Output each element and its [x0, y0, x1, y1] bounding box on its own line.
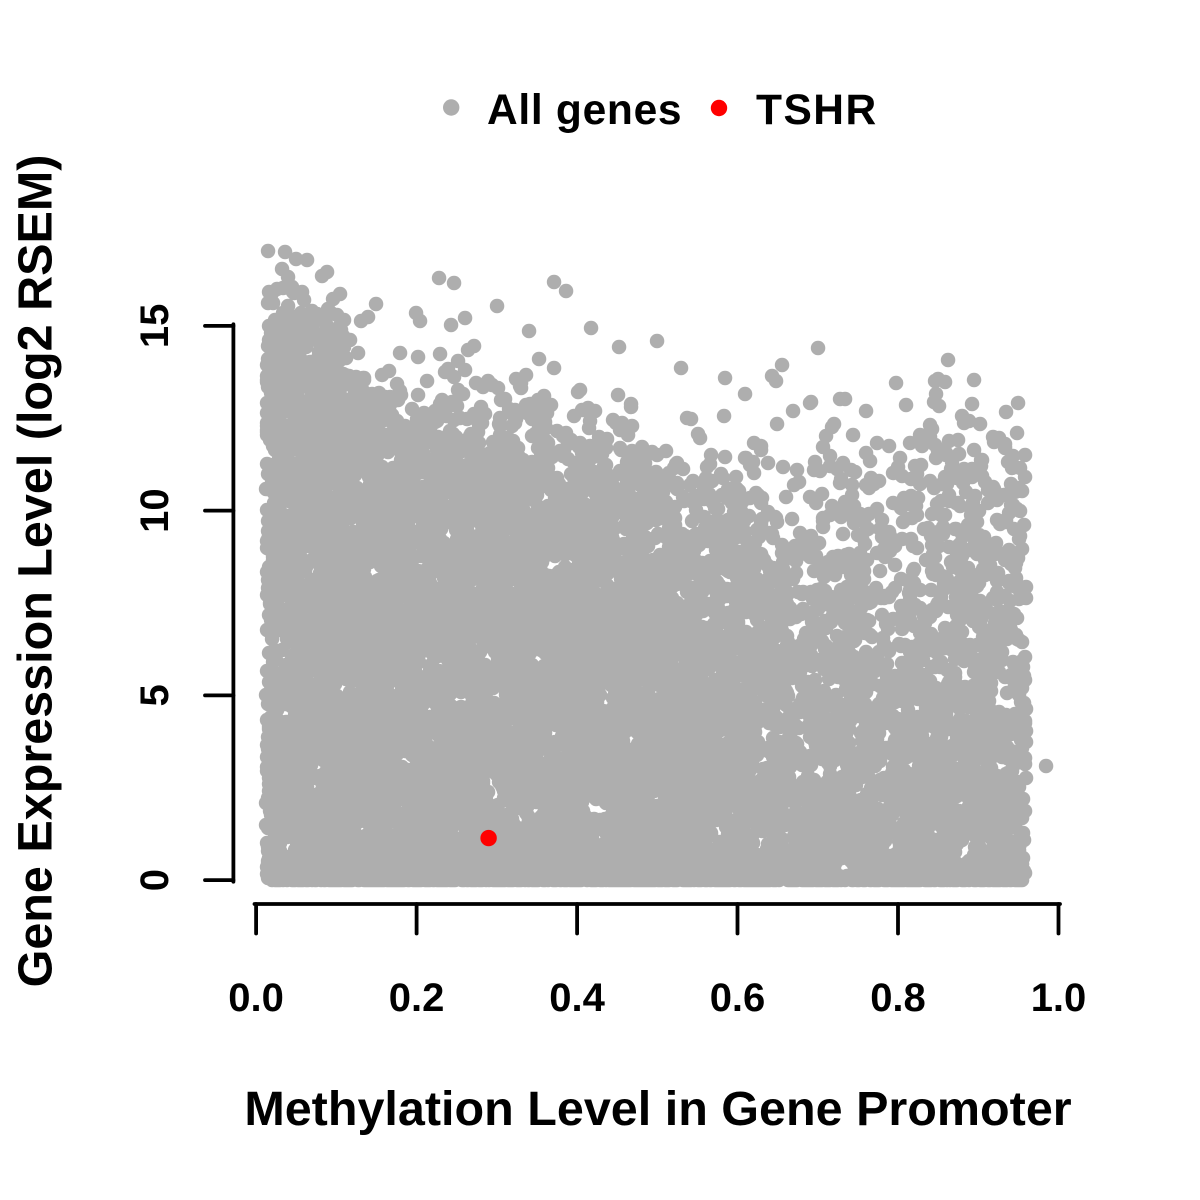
svg-text:15: 15 [133, 304, 177, 349]
svg-text:1.0: 1.0 [1031, 976, 1087, 1020]
svg-text:5: 5 [133, 684, 177, 706]
svg-text:0.0: 0.0 [228, 976, 284, 1020]
svg-text:0.4: 0.4 [549, 976, 605, 1020]
svg-text:Gene Expression Level (log2 RS: Gene Expression Level (log2 RSEM) [9, 155, 63, 988]
svg-text:0.6: 0.6 [710, 976, 766, 1020]
svg-text:TSHR: TSHR [756, 87, 878, 134]
svg-text:All genes: All genes [487, 87, 682, 134]
svg-text:Methylation Level in Gene Prom: Methylation Level in Gene Promoter [244, 1082, 1071, 1136]
svg-text:0: 0 [133, 869, 177, 891]
svg-text:0.8: 0.8 [870, 976, 926, 1020]
svg-text:10: 10 [133, 488, 177, 532]
svg-text:0.2: 0.2 [389, 976, 445, 1020]
